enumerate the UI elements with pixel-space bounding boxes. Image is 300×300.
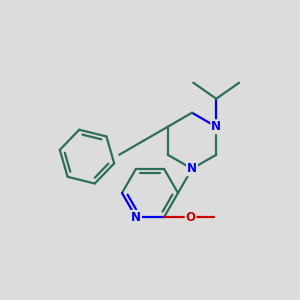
Text: N: N: [187, 162, 197, 175]
Text: O: O: [186, 211, 196, 224]
Text: N: N: [131, 211, 141, 224]
Text: N: N: [211, 120, 221, 133]
